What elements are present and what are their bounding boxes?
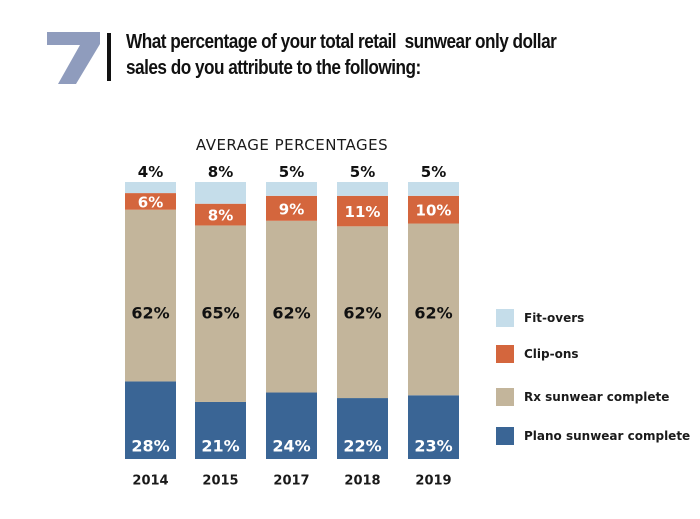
title-divider [107, 33, 111, 81]
bar-2018: 22% 62% 11% 5% 2018 [337, 163, 388, 489]
data-label-plano-2015: 21% [201, 437, 239, 456]
legend-swatch-plano [496, 427, 514, 445]
question-title-line-1: What percentage of your total retail sun… [126, 31, 557, 53]
data-label-clip-ons-2017: 9% [279, 200, 304, 218]
bar-segment-clip-ons-2017 [266, 195, 317, 221]
data-label-clip-ons-2019: 10% [416, 202, 452, 220]
data-label-plano-2019: 23% [414, 437, 452, 456]
bar-segment-plano-2015 [195, 401, 246, 459]
chart-title: AVERAGE PERCENTAGES [196, 136, 388, 154]
bar-2014: 28% 62% 6% 4% 2014 [125, 163, 176, 489]
question-number-7 [47, 32, 100, 84]
bar-segment-rx-2014 [125, 209, 176, 382]
bar-segment-fit-overs-2017 [266, 182, 317, 196]
data-label-fit-overs-2017: 5% [279, 163, 304, 181]
data-label-clip-ons-2018: 11% [345, 203, 381, 221]
x-tick-label-2015: 2015 [202, 474, 238, 489]
bar-segment-rx-2019 [408, 223, 459, 396]
x-tick-label-2019: 2019 [415, 474, 451, 489]
legend-swatch-rx [496, 388, 514, 406]
legend: Fit-overs Clip-ons Rx sunwear complete Plan… [496, 309, 690, 445]
x-tick-label-2018: 2018 [344, 474, 380, 489]
bar-segment-fit-overs-2015 [195, 182, 246, 204]
x-tick-label-2014: 2014 [132, 474, 168, 489]
bar-segment-plano-2019 [408, 395, 459, 459]
data-label-rx-2014: 62% [131, 304, 169, 323]
bar-segment-fit-overs-2019 [408, 182, 459, 196]
data-label-plano-2014: 28% [131, 437, 169, 456]
bar-segment-rx-2017 [266, 220, 317, 393]
bar-segment-clip-ons-2015 [195, 203, 246, 226]
bar-segment-plano-2018 [337, 398, 388, 459]
legend-item-clip-ons: Clip-ons [496, 345, 579, 363]
question-title-line-2: sales do you attribute to the following: [126, 57, 421, 79]
data-label-fit-overs-2015: 8% [208, 163, 233, 181]
bar-segment-clip-ons-2018 [337, 195, 388, 227]
bars-group: 28% 62% 6% 4% 2014 21% 65% 8% 8% 2015 24% 62% 9% 5% 20… [125, 163, 459, 489]
data-label-rx-2018: 62% [343, 304, 381, 323]
data-label-clip-ons-2015: 8% [208, 207, 233, 225]
legend-swatch-clip-ons [496, 345, 514, 363]
data-label-fit-overs-2014: 4% [138, 163, 163, 181]
bar-segment-plano-2014 [125, 381, 176, 459]
bar-segment-plano-2017 [266, 392, 317, 459]
bar-2015: 21% 65% 8% 8% 2015 [195, 163, 246, 489]
data-label-fit-overs-2019: 5% [421, 163, 446, 181]
legend-label-plano: Plano sunwear complete [524, 429, 690, 443]
data-label-rx-2019: 62% [414, 304, 452, 323]
legend-label-rx: Rx sunwear complete [524, 390, 669, 404]
legend-item-rx: Rx sunwear complete [496, 388, 669, 406]
bar-segment-fit-overs-2014 [125, 182, 176, 194]
legend-swatch-fit-overs [496, 309, 514, 327]
bar-segment-clip-ons-2019 [408, 195, 459, 224]
bar-segment-rx-2015 [195, 225, 246, 402]
data-label-plano-2017: 24% [272, 437, 310, 456]
legend-label-clip-ons: Clip-ons [524, 347, 579, 361]
bar-segment-fit-overs-2018 [337, 182, 388, 196]
bar-2019: 23% 62% 10% 5% 2019 [408, 163, 459, 489]
data-label-plano-2018: 22% [343, 437, 381, 456]
legend-label-fit-overs: Fit-overs [524, 311, 584, 325]
x-tick-label-2017: 2017 [273, 474, 309, 489]
data-label-fit-overs-2018: 5% [350, 163, 375, 181]
legend-item-fit-overs: Fit-overs [496, 309, 584, 327]
data-label-rx-2015: 65% [201, 304, 239, 323]
bar-segment-clip-ons-2014 [125, 193, 176, 210]
bar-segment-rx-2018 [337, 226, 388, 399]
bar-2017: 24% 62% 9% 5% 2017 [266, 163, 317, 489]
legend-item-plano: Plano sunwear complete [496, 427, 690, 445]
data-label-clip-ons-2014: 6% [138, 193, 163, 211]
data-label-rx-2017: 62% [272, 304, 310, 323]
